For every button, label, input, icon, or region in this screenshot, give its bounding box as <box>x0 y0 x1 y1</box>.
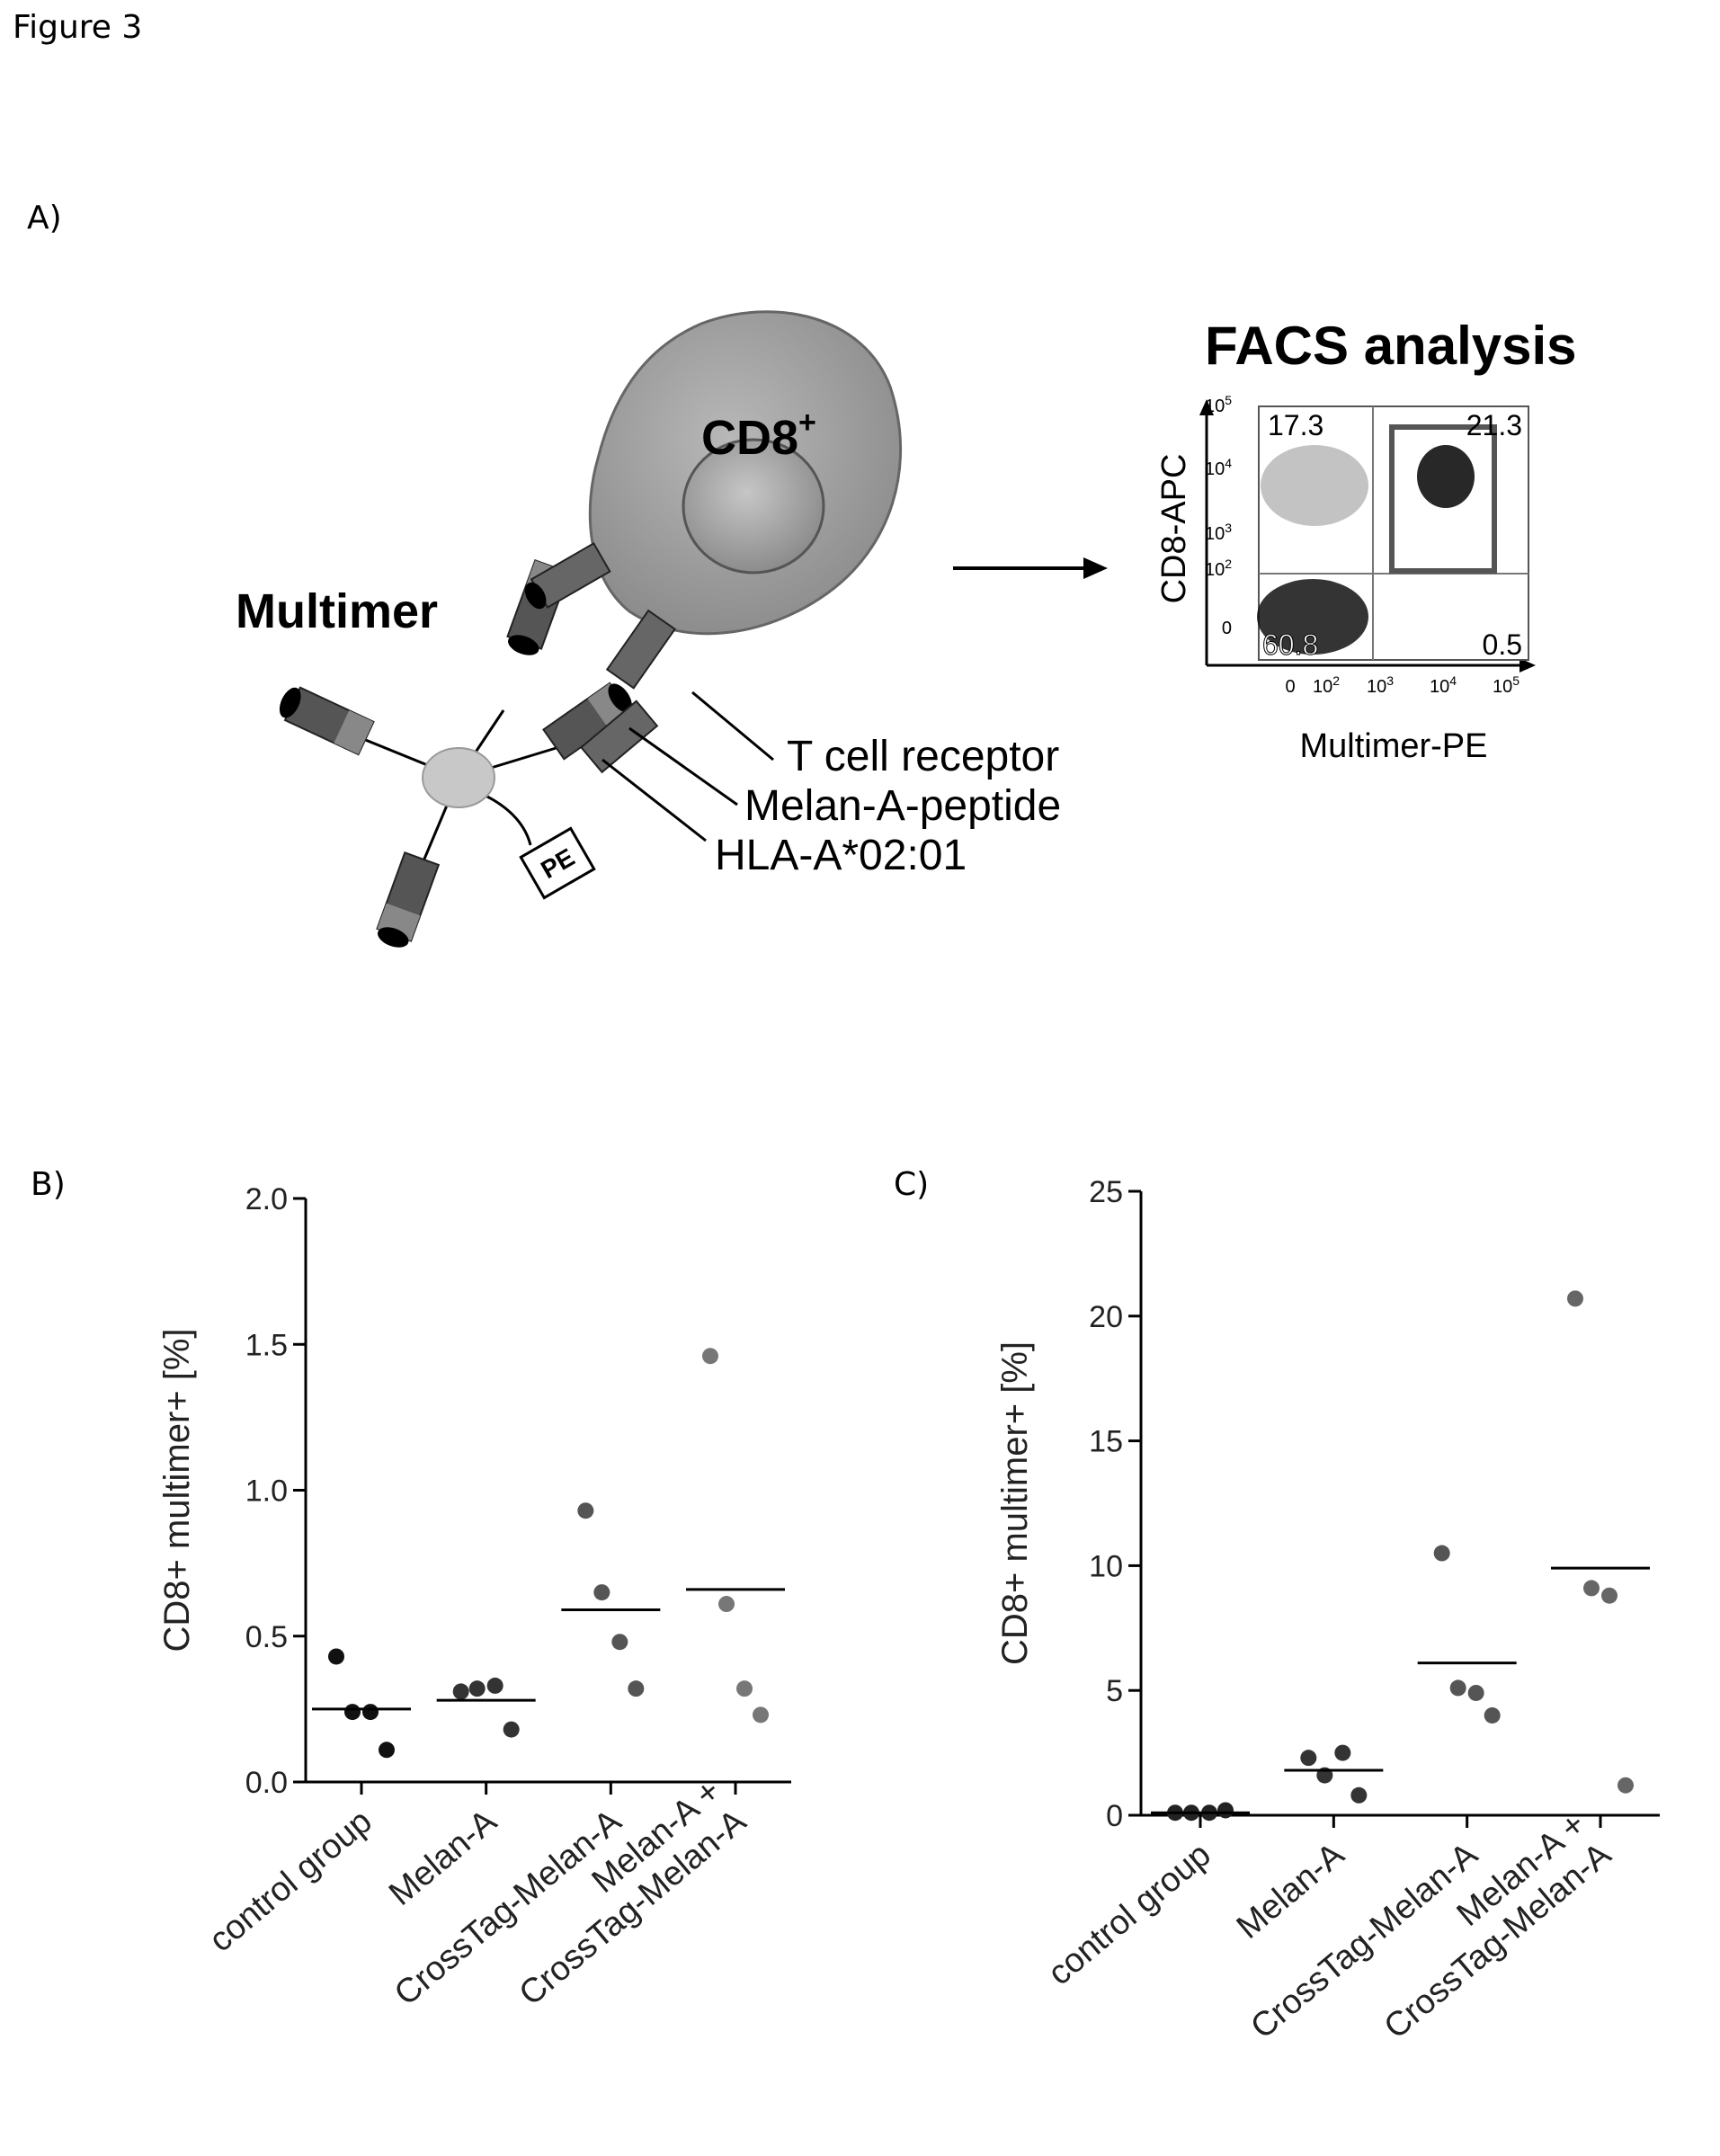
facs-xlabel: Multimer-PE <box>1299 727 1487 765</box>
data-point <box>379 1742 395 1758</box>
data-point <box>1583 1580 1600 1596</box>
x-tick-label: CrossTag-Melan-A <box>388 1802 629 2013</box>
y-tick-label: 0.5 <box>245 1620 288 1654</box>
data-point <box>1618 1777 1634 1794</box>
facs-q-lr: 0.5 <box>1483 628 1522 661</box>
x-tick-label: Melan-A <box>1230 1835 1352 1947</box>
facs-y-tick-0: 0 <box>1222 619 1232 638</box>
data-point <box>593 1584 610 1600</box>
tcr-upper <box>520 543 610 614</box>
y-tick-label: 15 <box>1089 1425 1123 1459</box>
facs-title: FACS analysis <box>1205 316 1577 376</box>
data-point <box>504 1722 520 1738</box>
facs-x-tick-3: 104 <box>1430 673 1457 697</box>
data-point <box>1450 1679 1466 1696</box>
y-tick-label: 0.0 <box>245 1766 288 1800</box>
chart-b: 0.0 0.5 1.0 1.5 2.0 CD8+ multimer+ [%] control… <box>0 1151 860 2156</box>
y-axis-label: CD8+ multimer+ [%] <box>995 1341 1035 1665</box>
facs-y-tick-1: 102 <box>1205 557 1232 580</box>
facs-q-ul: 17.3 <box>1268 409 1323 441</box>
facs-y-tick-4: 105 <box>1205 393 1232 416</box>
data-point <box>577 1502 593 1519</box>
y-axis-label: CD8+ multimer+ [%] <box>157 1328 197 1652</box>
facs-ylabel: CD8-APC <box>1155 454 1193 604</box>
y-tick-label: 5 <box>1106 1674 1123 1708</box>
multimer-label: Multimer <box>236 584 438 638</box>
data-point <box>753 1706 769 1723</box>
y-tick-label: 2.0 <box>245 1182 288 1216</box>
y-tick-label: 1.5 <box>245 1328 288 1362</box>
data-point <box>362 1704 379 1720</box>
data-point <box>1300 1750 1316 1766</box>
mhc-complex-upper-left <box>274 682 373 754</box>
multimer-diagram: CD8+ Multimer PE <box>0 0 1720 989</box>
data-point <box>1434 1546 1450 1562</box>
data-point <box>453 1683 469 1699</box>
streptavidin-core <box>423 748 495 807</box>
facs-plot: 17.3 21.3 60.8 0.5 CD8-APC Multimer-PE <box>1155 399 1536 765</box>
data-point <box>344 1704 361 1720</box>
data-point <box>718 1596 735 1612</box>
x-tick-label: control group <box>1041 1836 1218 1993</box>
x-tick-label: control group <box>202 1803 379 1960</box>
callout-tcr: T cell receptor <box>787 733 1059 780</box>
x-tick-label: Melan-A <box>382 1802 504 1913</box>
pe-label-box: PE <box>521 828 593 897</box>
callout-hla: HLA-A*02:01 <box>715 832 967 879</box>
data-point <box>328 1648 344 1664</box>
x-tick-label: CrossTag-Melan-A <box>1243 1835 1485 2046</box>
data-point <box>1601 1588 1618 1604</box>
y-tick-label: 10 <box>1089 1549 1123 1583</box>
y-tick-label: 20 <box>1089 1300 1123 1334</box>
y-tick-label: 1.0 <box>245 1474 288 1509</box>
data-point <box>611 1634 628 1650</box>
facs-x-tick-2: 103 <box>1367 673 1394 697</box>
y-tick-label: 0 <box>1106 1799 1123 1833</box>
facs-y-tick-3: 104 <box>1205 456 1232 479</box>
data-point <box>487 1678 504 1694</box>
data-point <box>1484 1707 1501 1724</box>
data-point <box>1350 1787 1367 1804</box>
facs-q-ll: 60.8 <box>1262 628 1318 661</box>
facs-y-tick-2: 103 <box>1205 521 1232 544</box>
facs-x-tick-4: 105 <box>1493 673 1519 697</box>
facs-x-tick-0: 0 <box>1285 677 1295 697</box>
data-point <box>736 1680 753 1697</box>
data-point <box>1468 1685 1484 1701</box>
facs-q-ur: 21.3 <box>1466 409 1522 441</box>
tcr-lower <box>607 610 674 688</box>
data-point <box>1217 1802 1234 1818</box>
facs-x-tick-1: 102 <box>1313 673 1340 697</box>
data-point <box>702 1348 718 1364</box>
mhc-complex-bottom <box>373 852 439 951</box>
data-point <box>1567 1290 1583 1306</box>
data-point <box>1334 1745 1350 1761</box>
data-point <box>628 1680 644 1697</box>
chart-c: 0 5 10 15 20 25 CD8+ multimer+ [%] control grou… <box>860 1151 1720 2156</box>
y-tick-label: 25 <box>1089 1175 1123 1209</box>
callout-peptide: Melan-A-peptide <box>744 782 1061 830</box>
data-point <box>469 1680 486 1697</box>
